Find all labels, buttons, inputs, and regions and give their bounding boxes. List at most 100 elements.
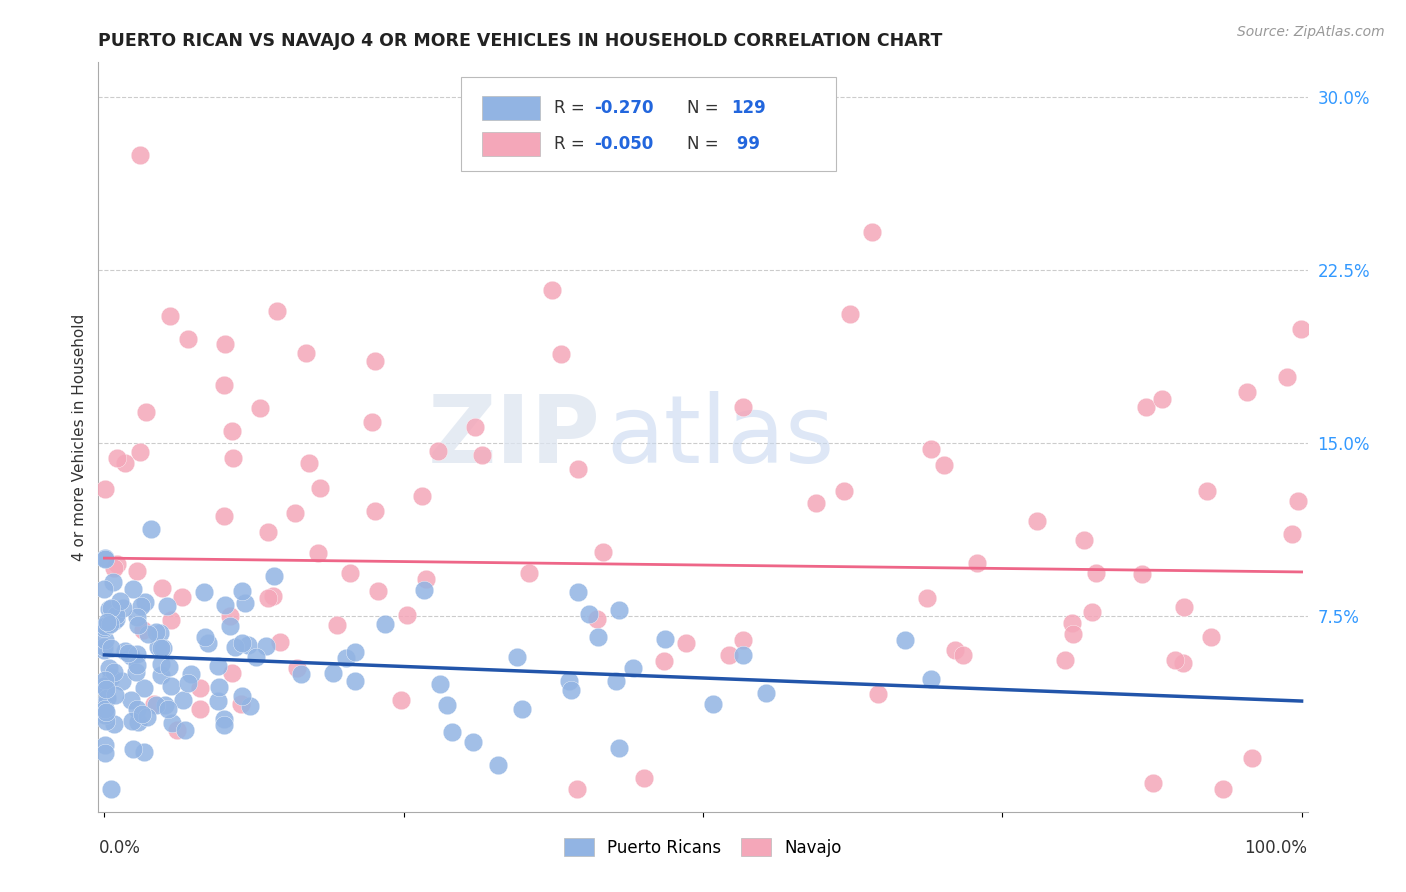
Point: [93, 643, 115, 657]
Point: [675, 636, 697, 650]
Point: [132, 681, 155, 695]
Point: [560, 682, 582, 697]
Point: [127, 702, 149, 716]
Point: [893, 633, 915, 648]
Point: [605, 673, 627, 688]
Point: [436, 698, 458, 713]
Point: [177, 676, 200, 690]
Point: [129, 599, 152, 613]
Point: [654, 632, 676, 646]
Point: [103, 717, 125, 731]
Text: 99: 99: [731, 135, 759, 153]
Point: [236, 638, 259, 652]
Point: [519, 566, 541, 580]
Point: [110, 594, 132, 608]
FancyBboxPatch shape: [461, 78, 837, 171]
Point: [100, 640, 122, 655]
Point: [166, 723, 188, 738]
Point: [326, 618, 349, 632]
Point: [93, 640, 115, 654]
Point: [122, 742, 145, 756]
Point: [104, 607, 127, 622]
Point: [120, 693, 142, 707]
Point: [94, 707, 117, 722]
Point: [93, 698, 115, 713]
Point: [149, 625, 172, 640]
Point: [145, 624, 167, 639]
Point: [152, 641, 174, 656]
Point: [257, 591, 280, 605]
Point: [150, 667, 173, 681]
Point: [266, 304, 288, 318]
Text: R =: R =: [554, 135, 591, 153]
Point: [94, 632, 117, 647]
Point: [120, 648, 142, 663]
Text: 0.0%: 0.0%: [98, 839, 141, 857]
Point: [257, 524, 280, 539]
Point: [125, 665, 148, 680]
Bar: [482, 96, 540, 120]
Point: [127, 647, 149, 661]
Point: [952, 648, 974, 663]
Point: [159, 309, 181, 323]
Point: [96, 615, 118, 629]
Point: [733, 400, 755, 414]
Point: [1173, 600, 1195, 615]
Point: [128, 444, 150, 458]
Point: [621, 661, 644, 675]
Point: [207, 680, 229, 694]
Text: atlas: atlas: [606, 391, 835, 483]
Text: N =: N =: [688, 135, 724, 153]
Point: [100, 670, 122, 684]
Point: [415, 573, 437, 587]
Point: [103, 561, 125, 575]
Point: [364, 504, 387, 518]
Point: [411, 489, 433, 503]
Point: [1060, 615, 1083, 630]
Point: [100, 600, 122, 615]
Text: 100.0%: 100.0%: [1244, 839, 1308, 857]
Point: [145, 698, 167, 712]
Text: -0.270: -0.270: [595, 99, 654, 117]
Legend: Puerto Ricans, Navajo: Puerto Ricans, Navajo: [557, 832, 849, 863]
Point: [103, 614, 125, 628]
Point: [1073, 533, 1095, 547]
Point: [93, 582, 115, 597]
Point: [194, 631, 217, 645]
Point: [1201, 630, 1223, 644]
Point: [96, 691, 118, 706]
Point: [1197, 483, 1219, 498]
Point: [344, 645, 367, 659]
Point: [309, 481, 332, 495]
Point: [153, 698, 176, 712]
Point: [111, 600, 134, 615]
Point: [193, 585, 215, 599]
Point: [578, 607, 600, 621]
Point: [731, 633, 754, 648]
Point: [221, 425, 243, 439]
Point: [101, 574, 124, 589]
Point: [471, 448, 494, 462]
Point: [93, 483, 115, 497]
Point: [142, 697, 165, 711]
Point: [586, 630, 609, 644]
Point: [510, 702, 533, 716]
Point: [222, 450, 245, 465]
Point: [150, 641, 173, 656]
Point: [97, 661, 120, 675]
Point: [245, 649, 267, 664]
Point: [1062, 627, 1084, 641]
Point: [221, 666, 243, 681]
Point: [231, 584, 253, 599]
Point: [921, 442, 943, 456]
Point: [540, 283, 562, 297]
Point: [285, 661, 308, 675]
Point: [94, 551, 117, 566]
Point: [214, 599, 236, 613]
Point: [1240, 750, 1263, 764]
Point: [177, 332, 200, 346]
Point: [104, 612, 127, 626]
Point: [224, 640, 246, 654]
Point: [1236, 385, 1258, 400]
Point: [139, 522, 162, 536]
